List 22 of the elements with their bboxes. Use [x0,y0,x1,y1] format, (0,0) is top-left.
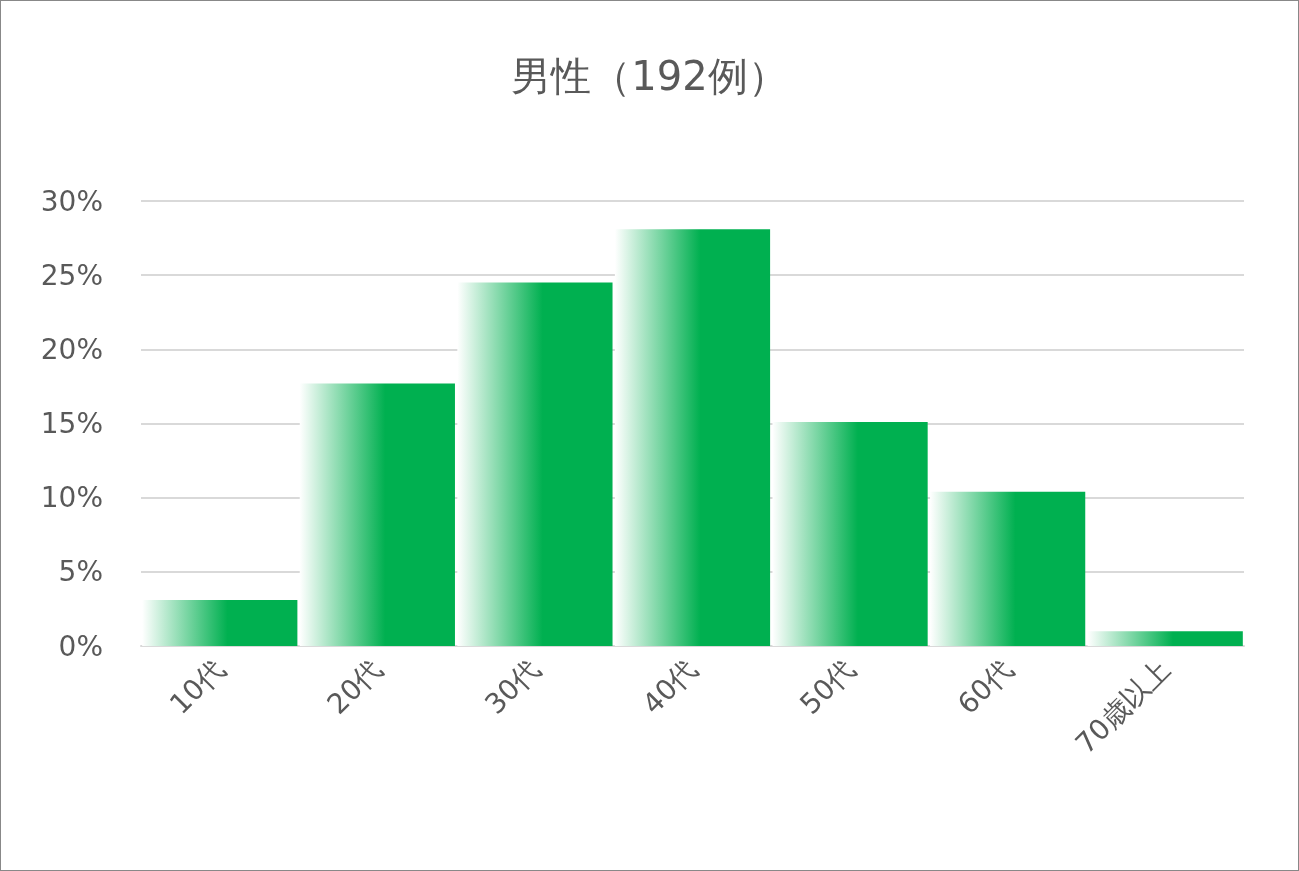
bar [614,229,771,646]
x-tick-label: 60代 [951,652,1020,721]
y-tick-label: 10% [40,481,103,515]
x-tick-label: 20代 [320,652,390,721]
y-tick-label: 25% [40,258,103,292]
bar [1087,631,1243,646]
chart-title: 男性（192例） [511,53,788,99]
bar [930,491,1086,646]
bar [142,600,298,646]
x-tick-label: 10代 [163,652,232,721]
y-tick-label: 15% [40,407,103,440]
y-tick-label: 0% [58,629,103,663]
bar [299,383,455,646]
x-tick-label: 30代 [478,652,547,721]
y-tick-label: 5% [58,555,103,589]
x-tick-label: 40代 [635,652,705,721]
x-tick-label: 50代 [793,652,862,721]
bar [772,422,928,646]
y-tick-label: 30% [40,184,103,218]
x-tick-label: 70歳以上 [1068,652,1177,761]
y-tick-label: 20% [40,332,103,366]
bar [457,282,613,646]
